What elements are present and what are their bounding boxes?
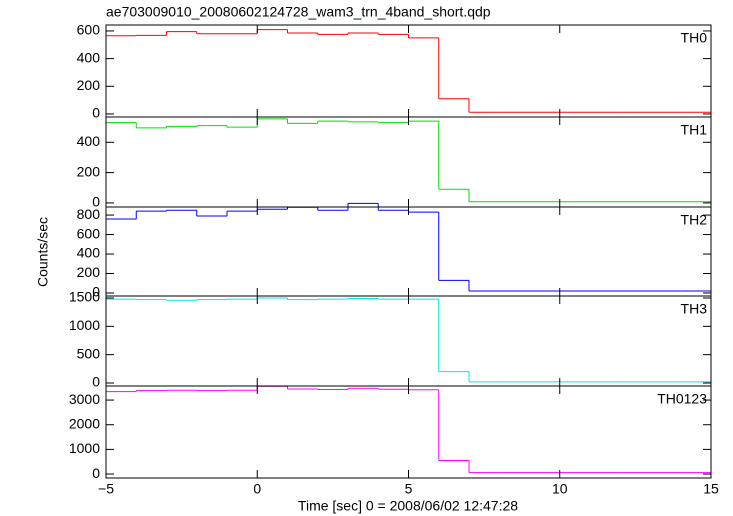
x-tick-label: −5 [98, 481, 114, 497]
y-tick-label: 1500 [69, 289, 100, 305]
panel-frame [105, 206, 712, 297]
panel-frame [105, 24, 712, 118]
panel-frame [105, 385, 712, 479]
y-tick-label: 0 [92, 465, 100, 481]
y-tick-label: 1000 [69, 440, 100, 456]
y-tick-label: 0 [92, 374, 100, 390]
panel-frame [105, 116, 712, 208]
panel-frame [105, 295, 712, 387]
y-tick-label: 1000 [69, 317, 100, 333]
y-tick-label: 0 [92, 284, 100, 300]
y-tick-label: 500 [77, 345, 101, 361]
y-tick-label: 3000 [69, 391, 100, 407]
x-axis-label: Time [sec] 0 = 2008/06/02 12:47:28 [298, 498, 518, 514]
y-tick-label: 400 [77, 49, 101, 65]
panel-label: TH0 [681, 30, 708, 46]
x-tick-label: 5 [405, 481, 413, 497]
panel-label: TH1 [681, 122, 708, 138]
y-tick-label: 200 [77, 163, 101, 179]
y-tick-label: 2000 [69, 415, 100, 431]
x-tick-label: 15 [703, 481, 719, 497]
y-tick-label: 400 [77, 133, 101, 149]
x-tick-label: 0 [253, 481, 261, 497]
y-tick-label: 400 [77, 245, 101, 261]
y-tick-label: 0 [92, 194, 100, 210]
y-tick-label: 0 [92, 105, 100, 121]
x-tick-label: 10 [552, 481, 568, 497]
panel-label: TH2 [681, 212, 708, 228]
y-tick-label: 800 [77, 206, 101, 222]
panel-label: TH3 [681, 301, 708, 317]
panel-label: TH0123 [657, 391, 707, 407]
y-tick-label: 200 [77, 77, 101, 93]
y-tick-label: 200 [77, 264, 101, 280]
chart-title: ae703009010_20080602124728_wam3_trn_4ban… [106, 4, 491, 20]
y-tick-label: 600 [77, 225, 101, 241]
y-tick-label: 600 [77, 22, 101, 38]
y-axis-label: Counts/sec [35, 217, 51, 287]
